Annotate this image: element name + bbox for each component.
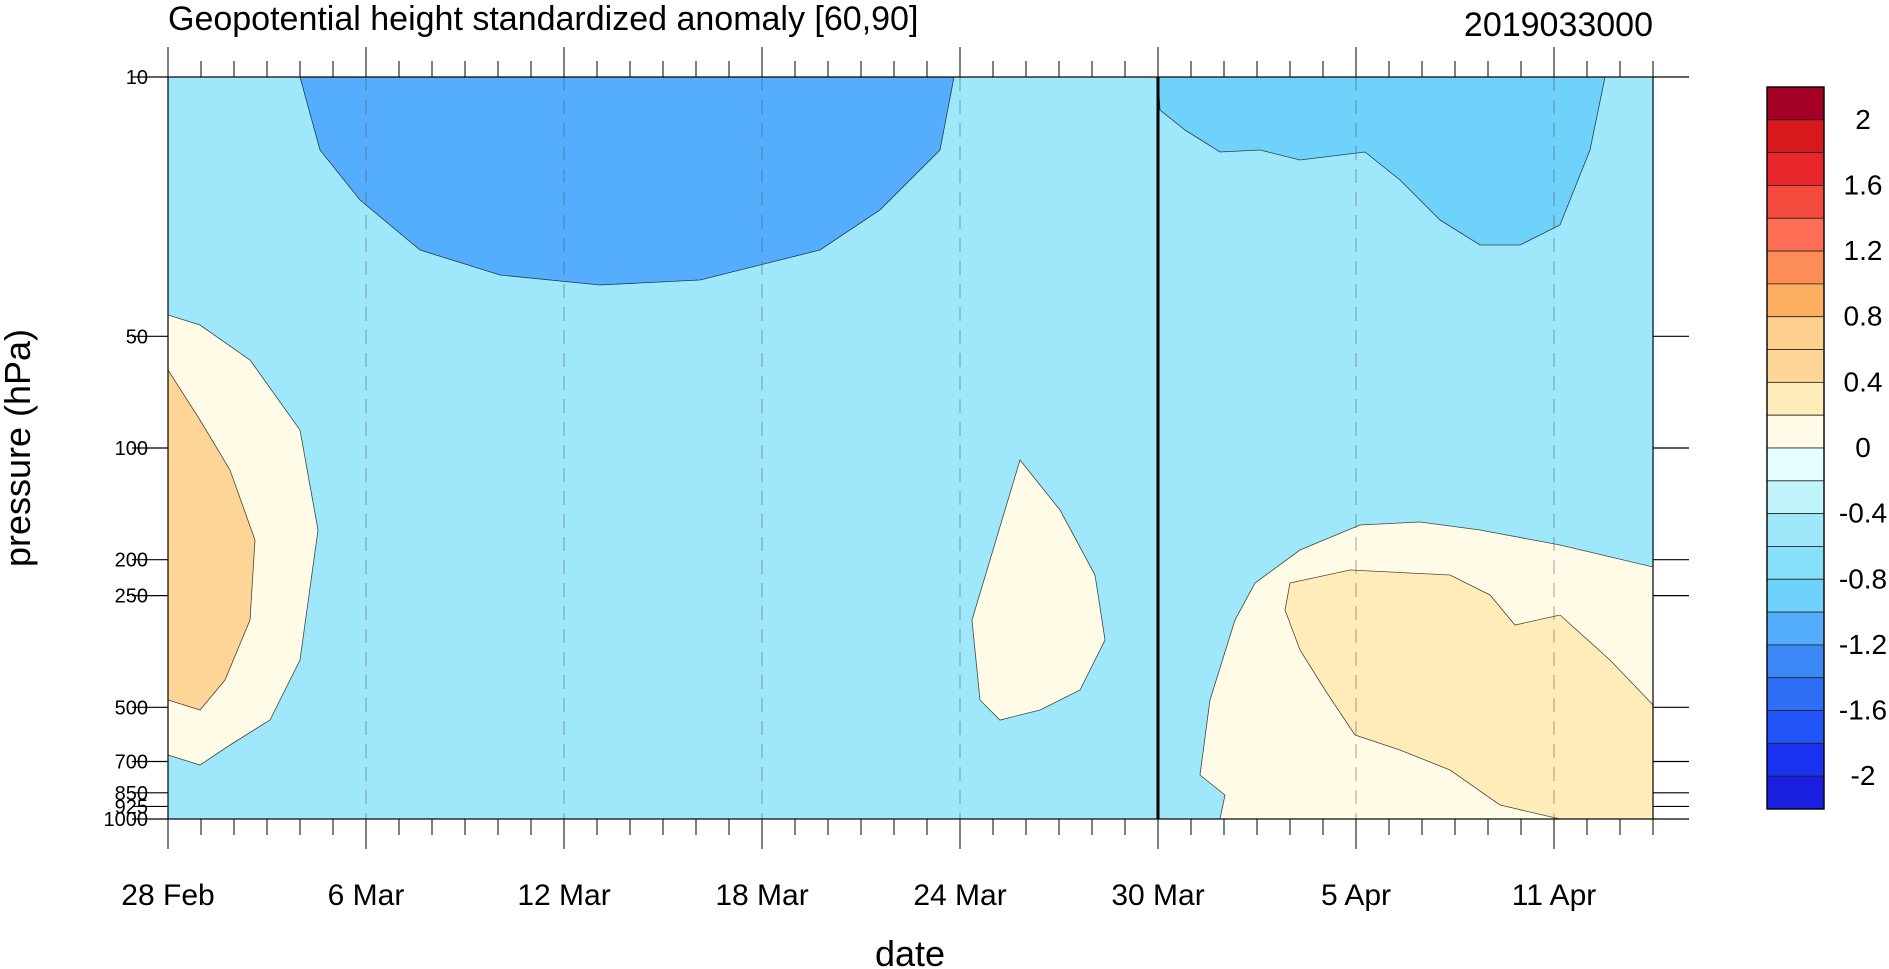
x-tick-label-7: 11 Apr <box>1512 879 1597 912</box>
colorbar-label-6: -0.4 <box>1839 498 1887 529</box>
colorbar-swatch-8 <box>1766 349 1825 383</box>
colorbar-label-7: -0.8 <box>1839 563 1887 594</box>
colorbar-label-4: 0.4 <box>1844 366 1883 397</box>
colorbar-label-8: -1.2 <box>1839 629 1887 660</box>
colorbar-swatch-14 <box>1766 546 1825 580</box>
contour-fill-positive-late-march <box>971 459 1106 721</box>
colorbar-label-5: 0 <box>1855 432 1871 463</box>
contour-fill-positive-april-core <box>1284 569 1653 819</box>
y-tick-label-4: 250 <box>115 586 148 608</box>
colorbar-swatch-20 <box>1766 742 1825 777</box>
colorbar-swatch-13 <box>1766 513 1825 547</box>
colorbar-swatch-2 <box>1766 152 1825 186</box>
colorbar-swatch-11 <box>1766 447 1825 482</box>
x-tick-label-2: 12 Mar <box>517 879 610 912</box>
colorbar-swatch-4 <box>1766 217 1825 252</box>
contour-fills <box>168 77 1653 819</box>
contour-fill-positive-warm-early-core <box>168 369 256 711</box>
y-tick-label-1: 50 <box>126 326 148 348</box>
colorbar-swatch-16 <box>1766 611 1825 646</box>
contour-fill-stratosphere-moderate-anomaly <box>299 77 955 286</box>
colorbar: 2 1.6 1.2 0.8 0.4 0 -0.4 -0.8 -1.2 -1.6 -2 <box>1766 86 1887 810</box>
colorbar-swatch-1 <box>1766 119 1825 154</box>
y-tick-label-2: 100 <box>115 438 148 460</box>
colorbar-swatch-6 <box>1766 283 1825 318</box>
colorbar-label-3: 0.8 <box>1844 301 1883 332</box>
x-tick-label-4: 24 Mar <box>913 879 1006 912</box>
colorbar-swatch-21 <box>1766 775 1825 810</box>
colorbar-swatch-12 <box>1766 480 1825 515</box>
colorbar-swatch-18 <box>1766 677 1825 711</box>
x-tick-label-6: 5 Apr <box>1321 879 1391 912</box>
colorbar-swatch-7 <box>1766 316 1825 350</box>
y-tick-label-8: 925 <box>115 796 148 818</box>
y-tick-label-9: 1000 <box>104 809 149 831</box>
chart-title: Geopotential height standardized anomaly… <box>168 0 918 38</box>
x-tick-label-1: 6 Mar <box>328 879 405 912</box>
colorbar-swatch-3 <box>1766 185 1825 219</box>
y-tick-label-0: 10 <box>126 67 148 89</box>
colorbar-label-0: 2 <box>1855 104 1871 135</box>
y-axis-label: pressure (hPa) <box>0 329 38 567</box>
colorbar-swatch-17 <box>1766 644 1825 679</box>
date-gridlines <box>167 77 1555 819</box>
colorbar-label-2: 1.2 <box>1844 235 1883 266</box>
colorbar-swatch-5 <box>1766 250 1825 285</box>
x-tick-label-0: 28 Feb <box>121 879 214 912</box>
colorbar-swatch-15 <box>1766 578 1825 613</box>
colorbar-swatch-9 <box>1766 381 1825 416</box>
x-tick-label-5: 30 Mar <box>1111 879 1204 912</box>
colorbar-label-9: -1.6 <box>1839 695 1887 726</box>
colorbar-label-10: -2 <box>1851 760 1876 791</box>
colorbar-swatch-0 <box>1766 86 1825 121</box>
y-tick-label-7: 850 <box>115 783 148 805</box>
x-axis-label: date <box>875 933 945 969</box>
chart-subtitle: 2019033000 <box>1464 6 1653 44</box>
colorbar-swatch-19 <box>1766 710 1825 744</box>
x-tick-label-3: 18 Mar <box>715 879 808 912</box>
y-tick-label-3: 200 <box>115 550 148 572</box>
contour-fill-lower-strat-anomaly <box>1157 77 1606 246</box>
y-tick-label-5: 500 <box>115 697 148 719</box>
colorbar-label-1: 1.6 <box>1844 169 1883 200</box>
colorbar-swatch-10 <box>1766 414 1825 449</box>
colorbar-frame <box>1766 86 1825 810</box>
y-tick-label-6: 700 <box>115 752 148 774</box>
